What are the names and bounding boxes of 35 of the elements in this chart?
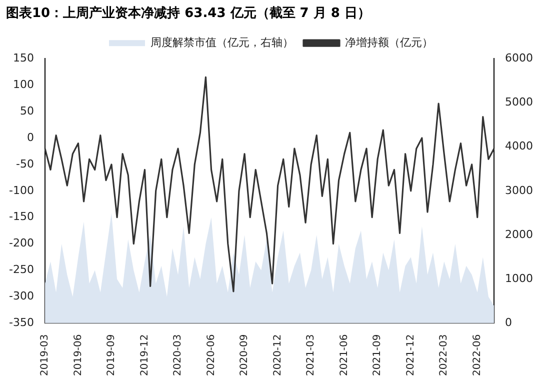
y2-tick-label: 3000 — [505, 184, 534, 197]
x-tick-label: 2019-06 — [72, 334, 84, 376]
x-tick-label: 2019-09 — [106, 334, 118, 376]
y2-tick-label: 1000 — [505, 272, 534, 285]
y-tick-label: 150 — [12, 51, 34, 64]
y-tick-label: -250 — [8, 263, 34, 276]
chart-title: 图表10：上周产业资本净减持 63.43 亿元（截至 7 月 8 日） — [6, 5, 370, 22]
y-tick-label: 50 — [20, 104, 34, 118]
x-tick-label: 2021-06 — [338, 334, 350, 376]
y2-tick-label: 6000 — [505, 51, 534, 64]
x-tick-label: 2019-12 — [139, 334, 150, 376]
y-tick-label: -300 — [8, 290, 34, 303]
y-tick-label: -350 — [8, 316, 34, 330]
legend-label: 净增持额（亿元） — [345, 36, 433, 49]
x-tick-label: 2020-09 — [239, 334, 250, 376]
legend-label: 周度解禁市值（亿元，右轴） — [150, 36, 294, 49]
y-tick-label: 100 — [12, 78, 34, 91]
y2-tick-label: 2000 — [505, 228, 534, 241]
y-tick-label: -100 — [8, 184, 34, 197]
y-tick-label: -150 — [8, 210, 34, 224]
x-tick-label: 2021-12 — [405, 334, 416, 376]
x-tick-label: 2021-09 — [372, 334, 384, 376]
x-tick-label: 2022-06 — [472, 334, 483, 376]
y-tick-label: -200 — [8, 236, 34, 250]
y-tick-label: 0 — [26, 130, 34, 144]
y2-tick-label: 0 — [505, 316, 512, 330]
x-tick-label: 2021-03 — [306, 334, 317, 376]
y-tick-label: -50 — [16, 157, 34, 170]
y2-tick-label: 5000 — [505, 96, 534, 109]
y2-tick-label: 4000 — [505, 140, 534, 153]
x-tick-label: 2020-06 — [206, 334, 217, 376]
x-tick-label: 2020-12 — [272, 334, 284, 376]
x-tick-label: 2019-03 — [40, 334, 51, 376]
x-tick-label: 2022-03 — [438, 334, 450, 376]
x-tick-label: 2020-03 — [172, 334, 184, 376]
